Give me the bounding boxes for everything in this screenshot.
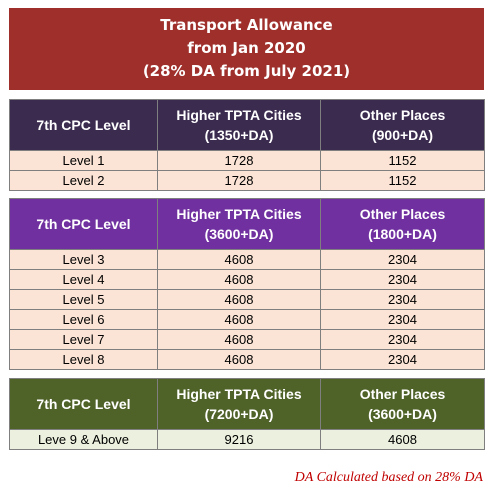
table-row: Leve 9 & Above 9216 4608 xyxy=(9,429,485,450)
higher-tpta-value: 4608 xyxy=(157,269,321,290)
header-other-places-rate: (3600+DA) xyxy=(368,406,437,422)
level-cell: Leve 9 & Above xyxy=(9,429,158,450)
header-higher-tpta-rate: (3600+DA) xyxy=(204,226,274,242)
table-row: Level 6 4608 2304 xyxy=(9,309,485,330)
allowance-table-levels-3-8: 7th CPC Level Higher TPTA Cities (3600+D… xyxy=(9,198,485,370)
table-row: Level 8 4608 2304 xyxy=(9,349,485,370)
level-cell: Level 6 xyxy=(9,309,158,330)
level-cell: Level 4 xyxy=(9,269,158,290)
table-header-row: 7th CPC Level Higher TPTA Cities (3600+D… xyxy=(9,198,485,250)
allowance-table-levels-1-2: 7th CPC Level Higher TPTA Cities (1350+D… xyxy=(9,99,485,191)
da-footnote: DA Calculated based on 28% DA xyxy=(294,470,483,485)
table-row: Level 2 1728 1152 xyxy=(9,170,485,191)
header-higher-tpta-title: Higher TPTA Cities xyxy=(176,107,302,123)
header-higher-tpta-rate: (7200+DA) xyxy=(204,406,274,422)
table-row: Level 7 4608 2304 xyxy=(9,329,485,350)
level-cell: Level 1 xyxy=(9,150,158,171)
higher-tpta-value: 4608 xyxy=(157,289,321,310)
other-places-value: 1152 xyxy=(320,150,485,171)
header-higher-tpta: Higher TPTA Cities (3600+DA) xyxy=(157,198,321,250)
header-higher-tpta-title: Higher TPTA Cities xyxy=(176,386,302,402)
other-places-value: 2304 xyxy=(320,289,485,310)
other-places-value: 2304 xyxy=(320,309,485,330)
title-line-2: from Jan 2020 xyxy=(187,39,306,57)
header-higher-tpta-rate: (1350+DA) xyxy=(204,127,274,143)
other-places-value: 2304 xyxy=(320,349,485,370)
table-row: Level 3 4608 2304 xyxy=(9,249,485,270)
header-other-places-rate: (900+DA) xyxy=(371,127,434,143)
other-places-value: 1152 xyxy=(320,170,485,191)
header-higher-tpta: Higher TPTA Cities (1350+DA) xyxy=(157,99,321,151)
level-cell: Level 7 xyxy=(9,329,158,350)
allowance-table-level-9-above: 7th CPC Level Higher TPTA Cities (7200+D… xyxy=(9,378,485,450)
header-other-places-rate: (1800+DA) xyxy=(368,226,437,242)
header-cpc-level: 7th CPC Level xyxy=(9,198,158,250)
level-cell: Level 2 xyxy=(9,170,158,191)
other-places-value: 2304 xyxy=(320,329,485,350)
header-other-places: Other Places (3600+DA) xyxy=(320,378,485,430)
higher-tpta-value: 4608 xyxy=(157,349,321,370)
header-other-places: Other Places (1800+DA) xyxy=(320,198,485,250)
table-header-row: 7th CPC Level Higher TPTA Cities (1350+D… xyxy=(9,99,485,151)
title-banner: Transport Allowance from Jan 2020 (28% D… xyxy=(9,8,484,90)
header-cpc-level: 7th CPC Level xyxy=(9,378,158,430)
header-other-places-title: Other Places xyxy=(359,206,446,222)
table-row: Level 1 1728 1152 xyxy=(9,150,485,171)
table-header-row: 7th CPC Level Higher TPTA Cities (7200+D… xyxy=(9,378,485,430)
title-line-3: (28% DA from July 2021) xyxy=(142,62,351,80)
other-places-value: 2304 xyxy=(320,269,485,290)
higher-tpta-value: 9216 xyxy=(157,429,321,450)
higher-tpta-value: 4608 xyxy=(157,309,321,330)
higher-tpta-value: 4608 xyxy=(157,329,321,350)
table-row: Level 4 4608 2304 xyxy=(9,269,485,290)
header-higher-tpta: Higher TPTA Cities (7200+DA) xyxy=(157,378,321,430)
header-other-places: Other Places (900+DA) xyxy=(320,99,485,151)
other-places-value: 2304 xyxy=(320,249,485,270)
header-other-places-title: Other Places xyxy=(359,107,446,123)
level-cell: Level 5 xyxy=(9,289,158,310)
table-row: Level 5 4608 2304 xyxy=(9,289,485,310)
level-cell: Level 8 xyxy=(9,349,158,370)
header-other-places-title: Other Places xyxy=(359,386,446,402)
header-cpc-level: 7th CPC Level xyxy=(9,99,158,151)
header-higher-tpta-title: Higher TPTA Cities xyxy=(176,206,302,222)
higher-tpta-value: 1728 xyxy=(157,170,321,191)
other-places-value: 4608 xyxy=(320,429,485,450)
higher-tpta-value: 1728 xyxy=(157,150,321,171)
higher-tpta-value: 4608 xyxy=(157,249,321,270)
title-line-1: Transport Allowance xyxy=(160,16,333,34)
level-cell: Level 3 xyxy=(9,249,158,270)
